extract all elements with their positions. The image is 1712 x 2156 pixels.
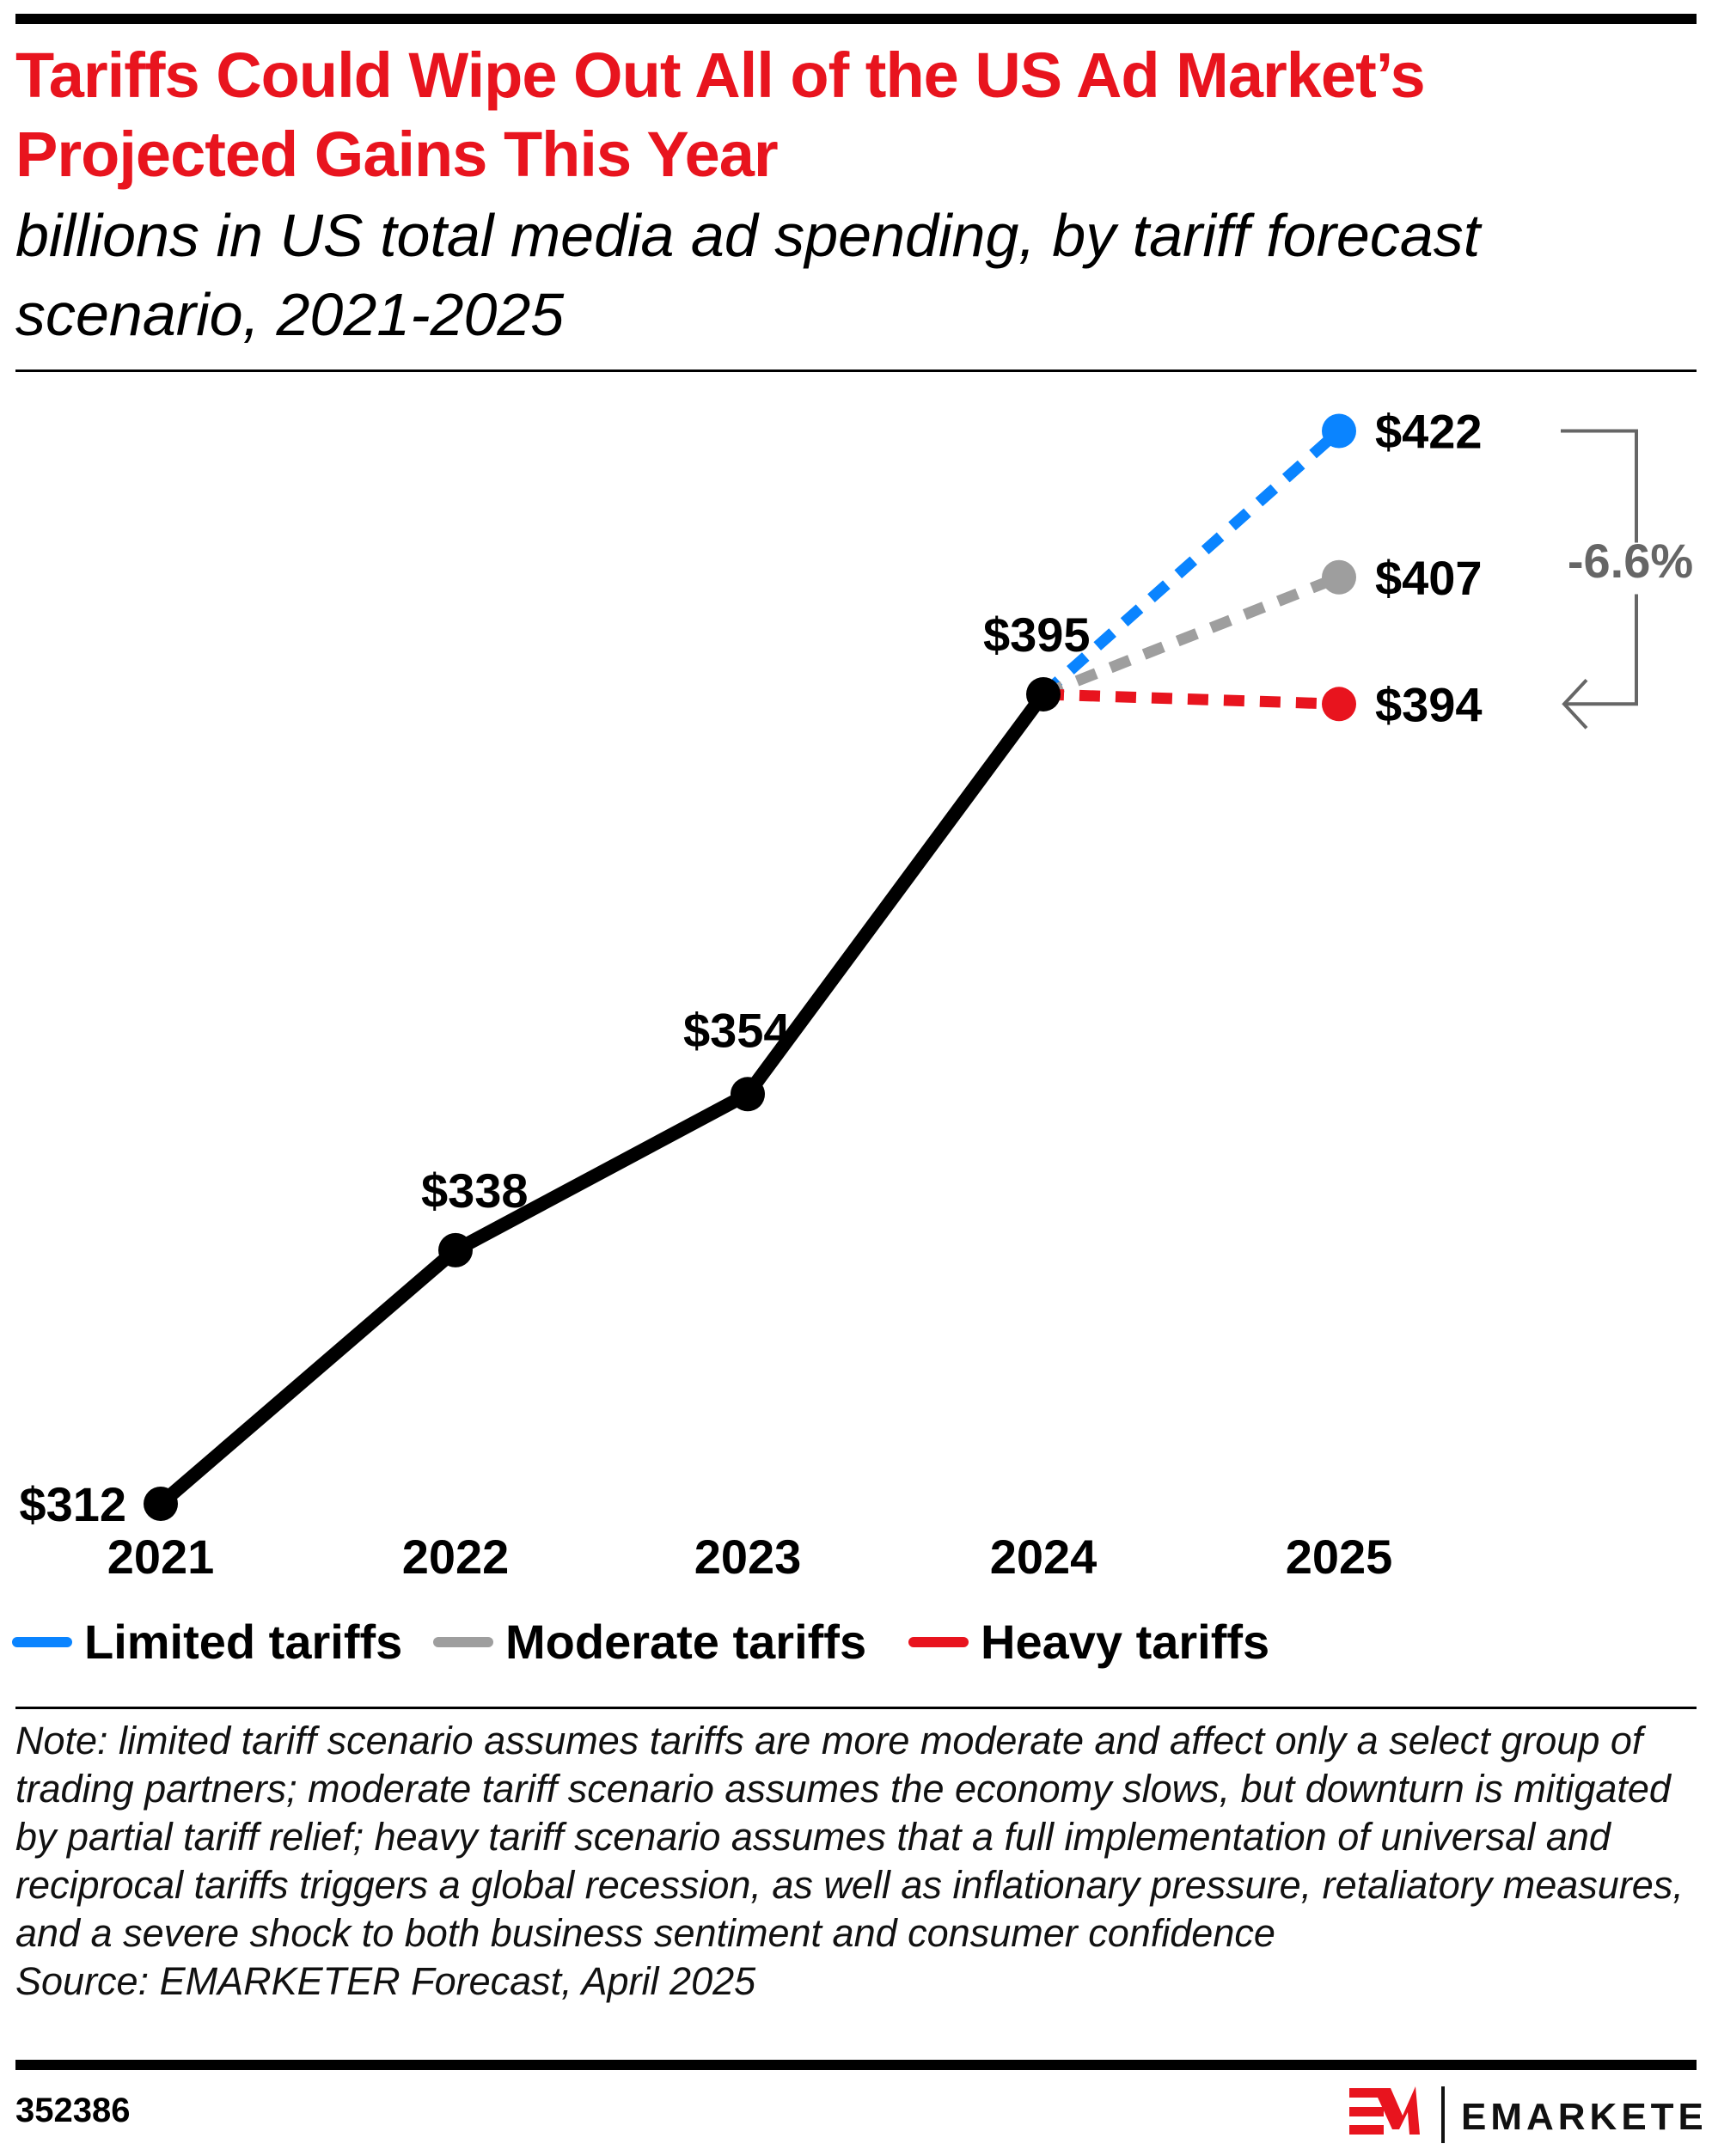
note-rule bbox=[15, 1707, 1697, 1709]
header-rule bbox=[15, 370, 1697, 372]
note-block: Note: limited tariff scenario assumes ta… bbox=[15, 1717, 1691, 2006]
historical-line bbox=[156, 690, 1049, 1510]
data-label-2024: $395 bbox=[983, 608, 1091, 662]
moderate-tariffs-point-2025 bbox=[1322, 559, 1356, 595]
x-tick-2022: 2022 bbox=[402, 1530, 510, 1584]
x-tick-2021: 2021 bbox=[107, 1530, 215, 1584]
limited-tariffs-label-2025: $422 bbox=[1375, 405, 1483, 459]
legend-label-limited-tariffs: Limited tariffs bbox=[84, 1615, 402, 1669]
moderate-tariffs-label-2025: $407 bbox=[1375, 551, 1483, 605]
data-point-2023 bbox=[731, 1077, 765, 1112]
logo-divider bbox=[1441, 2086, 1445, 2143]
limited-tariffs-line bbox=[1039, 426, 1343, 699]
heavy-tariffs-label-2025: $394 bbox=[1375, 677, 1483, 731]
limited-tariffs-point-2025 bbox=[1322, 413, 1356, 449]
moderate-tariffs-line bbox=[1041, 571, 1342, 699]
data-label-2022: $338 bbox=[421, 1164, 529, 1218]
chart-subtitle: billions in US total media ad spending, … bbox=[15, 202, 1481, 348]
top-rule bbox=[15, 14, 1697, 24]
legend-label-heavy-tariffs: Heavy tariffs bbox=[981, 1615, 1269, 1669]
heavy-tariffs-point-2025 bbox=[1322, 687, 1356, 722]
emarketer-logo: EMARKETER bbox=[1349, 2086, 1702, 2143]
x-tick-2024: 2024 bbox=[990, 1530, 1098, 1584]
change-bracket: -6.6% bbox=[1561, 429, 1693, 730]
source-text: Source: EMARKETER Forecast, April 2025 bbox=[15, 1959, 756, 2003]
chart-title: Tariffs Could Wipe Out All of the US Ad … bbox=[15, 40, 1426, 190]
heavy-tariffs-line bbox=[1042, 688, 1340, 710]
em-logo-mark bbox=[1349, 2086, 1420, 2135]
footer-rule bbox=[15, 2060, 1697, 2070]
change-annotation: -6.6% bbox=[1568, 534, 1693, 588]
data-point-2024 bbox=[1026, 676, 1061, 712]
legend-label-moderate-tariffs: Moderate tariffs bbox=[505, 1615, 866, 1669]
bracket-top bbox=[1561, 429, 1638, 543]
bracket-bottom bbox=[1564, 594, 1638, 706]
note-text: Note: limited tariff scenario assumes ta… bbox=[15, 1719, 1684, 1955]
bracket-arrow-icon bbox=[1562, 678, 1588, 730]
data-point-2022 bbox=[438, 1232, 473, 1267]
legend: Limited tariffs Moderate tariffs Heavy tar… bbox=[12, 1615, 1269, 1669]
data-label-2021: $312 bbox=[19, 1477, 126, 1531]
x-tick-2025: 2025 bbox=[1286, 1530, 1393, 1584]
chart-id: 352386 bbox=[15, 2092, 131, 2129]
x-tick-2023: 2023 bbox=[694, 1530, 802, 1584]
data-point-2021 bbox=[144, 1487, 178, 1521]
data-label-2023: $354 bbox=[683, 1003, 791, 1057]
logo-wordmark: EMARKETER bbox=[1461, 2096, 1702, 2138]
